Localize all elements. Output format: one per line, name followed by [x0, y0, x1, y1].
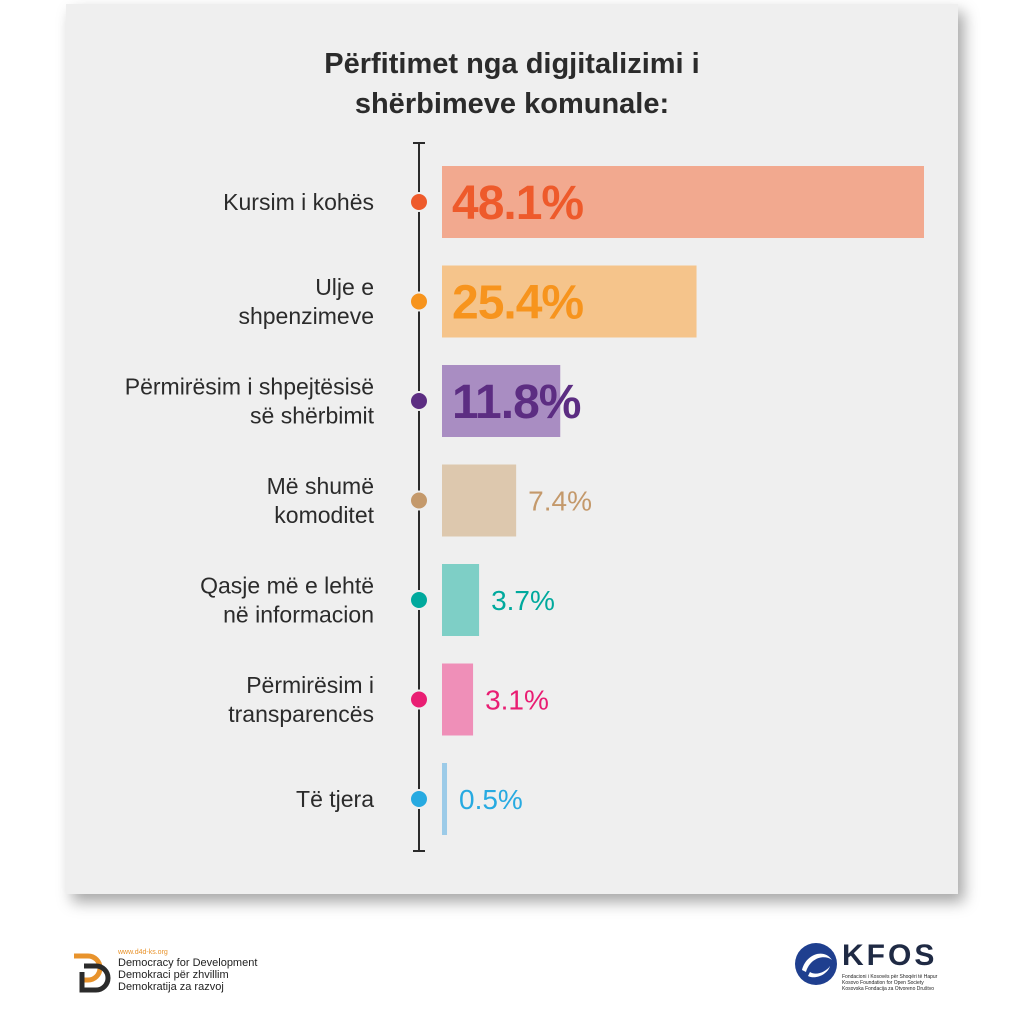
category-label-3-line-0: Më shumë — [267, 473, 374, 499]
value-label-5: 3.1% — [485, 685, 549, 716]
category-label-2-line-0: Përmirësim i shpejtësisë — [125, 374, 374, 400]
dot-0 — [409, 192, 429, 212]
kfos-line-sq: Fondacioni i Kosovës për Shoqëri të Hapu… — [842, 974, 938, 980]
dot-1 — [409, 291, 429, 312]
category-label-5: Përmirësim i transparencës — [228, 672, 374, 727]
dot-6 — [409, 789, 429, 809]
category-label-3-line-1: komoditet — [274, 502, 374, 528]
bar-0 — [442, 166, 924, 238]
category-label-1-line-0: Ulje e — [315, 274, 374, 300]
bar-3 — [442, 464, 517, 537]
dot-4 — [409, 590, 429, 610]
dot-3 — [409, 490, 429, 511]
kfos-name: KFOS — [842, 939, 938, 972]
value-label-0: 48.1% — [452, 177, 583, 230]
d4d-line-en: Democracy for Development — [118, 957, 258, 969]
category-label-4: Qasje më e lehtë në informacion — [200, 573, 374, 628]
category-label-1-line-1: shpenzimeve — [238, 303, 374, 329]
category-label-0-line-0: Kursim i kohës — [223, 189, 374, 215]
d4d-url: www.d4d-ks.org — [118, 949, 168, 956]
d4d-line-sq: Demokraci për zhvillim — [118, 969, 229, 981]
bar-5 — [442, 663, 474, 736]
bar-2 — [442, 365, 561, 437]
chart-title-line-1: Përfitimet nga digjitalizimi i — [324, 48, 700, 80]
value-label-4: 3.7% — [491, 585, 555, 616]
bar-4 — [442, 564, 480, 636]
category-label-3: Më shumë komoditet — [267, 473, 375, 528]
chart-title-line-2: shërbimeve komunale: — [354, 88, 670, 120]
d4d-text: www.d4d-ks.org Democracy for Development… — [118, 948, 257, 993]
bar-chart: Kursim i kohës 48.1% Ulje e shpenzimeve 25.4… — [125, 142, 924, 852]
category-label-0: Kursim i kohës — [223, 189, 374, 215]
dot-2 — [409, 391, 429, 411]
value-label-3: 7.4% — [528, 486, 592, 517]
category-label-6-line-0: Të tjera — [296, 786, 374, 812]
d4d-line-sr: Demokratija za razvoj — [118, 981, 224, 993]
category-label-4-line-1: në informacion — [223, 602, 374, 628]
category-label-4-line-0: Qasje më e lehtë — [200, 573, 374, 599]
bar-6 — [442, 763, 448, 835]
category-label-5-line-1: transparencës — [228, 701, 374, 727]
d4d-logo-icon — [74, 953, 111, 993]
category-label-1: Ulje e shpenzimeve — [238, 274, 374, 329]
kfos-line-en: Kosovo Foundation for Open Society — [842, 980, 924, 986]
footer: www.d4d-ks.org Democracy for Development… — [0, 900, 1024, 1024]
chart-title: Përfitimet nga digjitalizimi i shërbimev… — [66, 44, 958, 124]
value-label-1: 25.4% — [452, 277, 583, 330]
kfos-subtext: Fondacioni i Kosovës për Shoqëri të Hapu… — [842, 974, 937, 992]
value-label-2: 11.8% — [452, 376, 581, 429]
kfos-logo-icon — [795, 943, 837, 985]
category-label-2-line-1: së shërbimit — [250, 403, 375, 429]
value-label-6: 0.5% — [459, 784, 523, 815]
category-label-2: Përmirësim i shpejtësisë së shërbimit — [125, 374, 375, 429]
category-label-6: Të tjera — [296, 786, 374, 812]
bar-1 — [442, 265, 697, 338]
category-label-5-line-0: Përmirësim i — [246, 672, 374, 698]
dot-5 — [409, 689, 429, 710]
kfos-line-sr: Kosovska Fondacija za Otvoreno Društvo — [842, 986, 934, 992]
chart-card: Përfitimet nga digjitalizimi i shërbimev… — [66, 4, 958, 894]
